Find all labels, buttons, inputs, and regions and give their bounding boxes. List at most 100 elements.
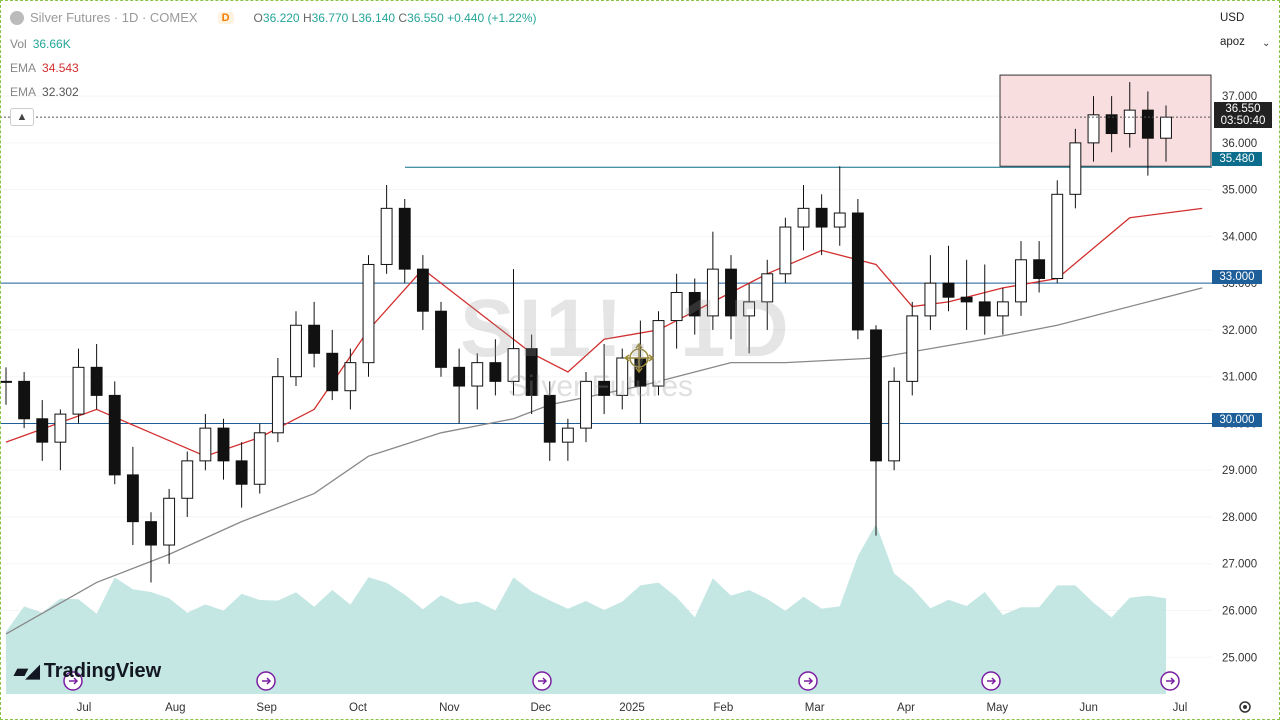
- candle-body: [199, 427, 212, 462]
- candle-body: [235, 460, 248, 485]
- y-tick-label: 34.000: [1222, 231, 1257, 243]
- countdown-label: 03:50:40: [1220, 115, 1266, 127]
- symbol-watermark: SI1!, 1D: [460, 283, 793, 374]
- ema-fast-legend[interactable]: EMA 34.543: [10, 61, 79, 75]
- candle-body: [0, 380, 12, 383]
- candle-body: [1160, 116, 1172, 139]
- candle-body: [489, 362, 502, 382]
- candle-body: [870, 329, 882, 462]
- settings-icon[interactable]: [1239, 701, 1251, 713]
- candle-body: [471, 362, 484, 387]
- candle-body: [1033, 259, 1046, 279]
- x-tick-label: Jul: [1173, 702, 1188, 714]
- candle-body: [308, 324, 321, 354]
- x-tick-label: Dec: [530, 702, 551, 714]
- symbol-title[interactable]: Silver Futures · 1D · COMEX: [30, 10, 198, 25]
- candle-body: [906, 315, 919, 382]
- timeframe-flag[interactable]: D: [217, 11, 234, 24]
- currency-button[interactable]: USD: [1214, 10, 1272, 26]
- y-tick-label: 36.000: [1222, 138, 1257, 150]
- candle-body: [652, 320, 665, 387]
- candle-body: [1015, 259, 1027, 303]
- y-tick-label: 29.000: [1222, 465, 1257, 477]
- event-arrow-glyph: [262, 677, 272, 685]
- candle-body: [1141, 109, 1154, 139]
- y-tick-label: 31.000: [1222, 372, 1257, 384]
- event-arrow-glyph: [1166, 677, 1176, 685]
- x-tick-label: Aug: [165, 702, 185, 714]
- candle-body: [580, 380, 592, 429]
- candle-body: [797, 207, 810, 228]
- event-arrow-glyph: [804, 677, 814, 685]
- x-tick-label: May: [986, 702, 1008, 714]
- candle-body: [290, 324, 302, 378]
- crosshair-move-icon[interactable]: [623, 342, 655, 374]
- y-tick-label: 35.000: [1222, 185, 1257, 197]
- symbol-icon[interactable]: [10, 10, 24, 25]
- candle-body: [725, 268, 737, 317]
- candle-body: [888, 380, 901, 462]
- resistance-zone: [999, 74, 1212, 167]
- chevron-down-icon[interactable]: ⌄: [1262, 38, 1271, 49]
- event-arrow-glyph: [987, 677, 997, 685]
- time-axis[interactable]: Jul Aug Sep Oct Nov Dec 2025 Feb Mar Apr May Jun Jul: [0, 694, 1280, 720]
- candle-body: [996, 301, 1009, 317]
- ohlc-values: O36.220 H36.770 L36.140 C36.550 +0.440 (…: [253, 10, 537, 25]
- change-value: +0.440 (+1.22%): [447, 10, 537, 25]
- candle-body: [507, 348, 520, 382]
- event-arrow-glyph: [69, 677, 79, 685]
- candles: [0, 82, 1172, 583]
- y-tick-label: 28.000: [1222, 512, 1257, 524]
- time-axis-bg: [0, 694, 1280, 720]
- candle-body: [815, 207, 828, 228]
- x-tick-label: Apr: [897, 702, 915, 714]
- volume-legend[interactable]: Vol 36.66K: [10, 37, 71, 51]
- tradingview-logo[interactable]: ▰◢ TradingView: [14, 660, 162, 682]
- ema-fast-value: 34.543: [42, 61, 79, 75]
- candle-body: [253, 432, 266, 485]
- candle-body: [435, 310, 447, 368]
- x-tick-label: Oct: [349, 702, 368, 714]
- candle-body: [1069, 142, 1082, 195]
- ema-slow-legend[interactable]: EMA 32.302: [10, 85, 79, 99]
- chart-header: Silver Futures · 1D · COMEX D O36.220 H3…: [10, 10, 537, 25]
- ema-slow-value: 32.302: [42, 85, 79, 99]
- candle-body: [18, 380, 31, 420]
- volume-area: [6, 524, 1166, 694]
- candle-body: [616, 357, 629, 396]
- candle-body: [1105, 114, 1118, 135]
- y-tick-label: 27.000: [1222, 559, 1257, 571]
- candle-body: [217, 427, 230, 462]
- candle-body: [416, 268, 429, 312]
- candle-body: [163, 497, 176, 546]
- candle-body: [326, 352, 339, 392]
- candle-body: [380, 207, 393, 265]
- candle-body: [924, 282, 937, 317]
- candle-body: [126, 474, 139, 523]
- current-price-label: 36.550 03:50:40: [1214, 102, 1272, 128]
- candle-body: [145, 521, 157, 546]
- candle-body: [743, 301, 756, 317]
- candle-body: [344, 362, 357, 392]
- collapse-legend-button[interactable]: ▲: [10, 108, 34, 126]
- event-icons[interactable]: [63, 671, 1180, 691]
- volume-value: 36.66K: [32, 37, 71, 51]
- scale-button[interactable]: apoz: [1214, 34, 1272, 50]
- x-tick-label: Mar: [805, 702, 825, 714]
- candle-body: [960, 296, 973, 303]
- low-value: 36.140: [358, 10, 396, 25]
- candle-body: [942, 282, 955, 298]
- candle-body: [525, 348, 538, 396]
- candle-body: [271, 376, 284, 434]
- candle-body: [54, 413, 67, 443]
- level-label-30000: 30.000: [1212, 413, 1262, 427]
- high-value: 36.770: [311, 10, 349, 25]
- name-watermark: Silver Futures: [508, 370, 694, 403]
- candle-body: [833, 212, 846, 228]
- y-tick-label: 25.000: [1222, 652, 1257, 664]
- candle-body: [453, 366, 466, 387]
- volume-fill: [6, 524, 1166, 694]
- candle-body: [688, 292, 701, 317]
- candle-body: [36, 418, 49, 443]
